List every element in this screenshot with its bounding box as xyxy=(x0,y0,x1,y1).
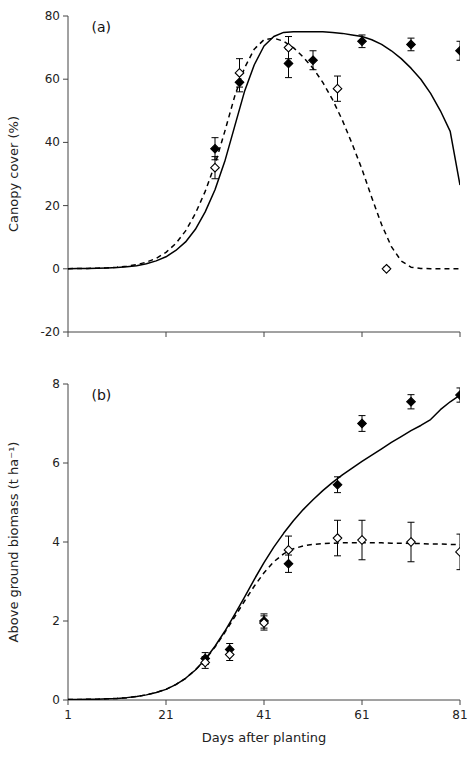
y-tick xyxy=(63,700,68,701)
x-tick-label: 1 xyxy=(64,708,72,722)
y-tick xyxy=(63,16,68,17)
y-tick xyxy=(63,621,68,622)
error-bar xyxy=(457,534,461,570)
error-bar xyxy=(359,520,366,560)
error-bar xyxy=(212,157,219,179)
x-tick xyxy=(362,332,363,337)
x-tick xyxy=(362,700,363,705)
y-tick xyxy=(63,142,68,143)
x-tick xyxy=(264,332,265,337)
x-tick-label: 41 xyxy=(256,708,271,722)
y-tick-label: 0 xyxy=(52,693,60,707)
plot-area xyxy=(68,32,460,273)
y-tick xyxy=(63,463,68,464)
error-bar xyxy=(334,76,341,101)
x-axis-label: Days after planting xyxy=(202,730,327,745)
y-tick xyxy=(63,332,68,333)
marker xyxy=(225,650,234,659)
error-bar xyxy=(236,59,243,87)
marker xyxy=(456,548,460,557)
y-tick xyxy=(63,205,68,206)
plot-area xyxy=(68,388,460,700)
marker xyxy=(358,37,367,46)
error-bar xyxy=(285,37,292,59)
marker xyxy=(260,619,269,628)
x-tick xyxy=(460,700,461,705)
error-bar xyxy=(202,657,209,669)
error-bar xyxy=(408,38,415,51)
y-tick xyxy=(63,384,68,385)
marker xyxy=(309,56,318,65)
error-bar xyxy=(226,649,233,661)
y-tick-label: 60 xyxy=(45,72,60,86)
x-tick-label: 61 xyxy=(354,708,369,722)
line xyxy=(68,395,460,700)
marker xyxy=(284,43,293,52)
panel: 02468121416181Above ground biomass (t ha… xyxy=(6,377,468,745)
y-tick-label: -20 xyxy=(40,325,60,339)
marker xyxy=(456,46,460,55)
y-tick xyxy=(63,542,68,543)
error-bar xyxy=(334,520,341,556)
x-tick xyxy=(264,700,265,705)
y-tick-label: 20 xyxy=(45,199,60,213)
error-bar xyxy=(457,388,461,402)
y-tick-label: 0 xyxy=(52,262,60,276)
error-bar xyxy=(285,536,292,564)
y-tick-label: 6 xyxy=(52,456,60,470)
marker xyxy=(284,59,293,68)
marker xyxy=(382,265,391,274)
marker xyxy=(211,163,220,172)
marker xyxy=(211,144,220,153)
y-tick-label: 80 xyxy=(45,9,60,23)
line xyxy=(68,38,460,269)
x-tick xyxy=(68,700,69,705)
y-axis xyxy=(68,16,69,332)
marker xyxy=(235,69,244,78)
marker xyxy=(407,397,416,406)
error-bar xyxy=(310,51,317,70)
line xyxy=(68,543,460,700)
marker xyxy=(333,534,342,543)
panel-label: (b) xyxy=(92,387,112,403)
error-bar xyxy=(261,616,268,630)
marker xyxy=(284,546,293,555)
x-tick xyxy=(460,332,461,337)
chart: -20020406080Canopy cover (%)(a)024681214… xyxy=(0,0,474,763)
x-tick xyxy=(68,332,69,337)
y-tick-label: 40 xyxy=(45,135,60,149)
y-tick xyxy=(63,79,68,80)
marker xyxy=(358,536,367,545)
y-tick-label: 4 xyxy=(52,535,60,549)
line xyxy=(68,32,460,269)
y-tick-label: 2 xyxy=(52,614,60,628)
x-tick-label: 81 xyxy=(452,708,467,722)
marker xyxy=(333,84,342,93)
marker xyxy=(456,391,460,400)
y-tick-label: 8 xyxy=(52,377,60,391)
x-tick xyxy=(166,332,167,337)
marker xyxy=(358,419,367,428)
error-bar xyxy=(359,416,366,432)
error-bar xyxy=(334,477,341,493)
marker xyxy=(407,538,416,547)
panel-label: (a) xyxy=(92,19,112,35)
x-tick-label: 21 xyxy=(158,708,173,722)
error-bar xyxy=(408,395,415,409)
x-tick xyxy=(166,700,167,705)
marker xyxy=(407,40,416,49)
y-axis-label: Canopy cover (%) xyxy=(6,116,21,232)
error-bar xyxy=(408,522,415,562)
y-tick xyxy=(63,268,68,269)
marker xyxy=(201,658,210,667)
error-bar xyxy=(457,41,461,60)
error-bar xyxy=(359,35,366,48)
y-axis-label: Above ground biomass (t ha⁻¹) xyxy=(6,442,21,643)
panel: -20 0 20 40 60 80 Canopy cover (%) (a) xyxy=(6,9,464,339)
marker xyxy=(333,480,342,489)
